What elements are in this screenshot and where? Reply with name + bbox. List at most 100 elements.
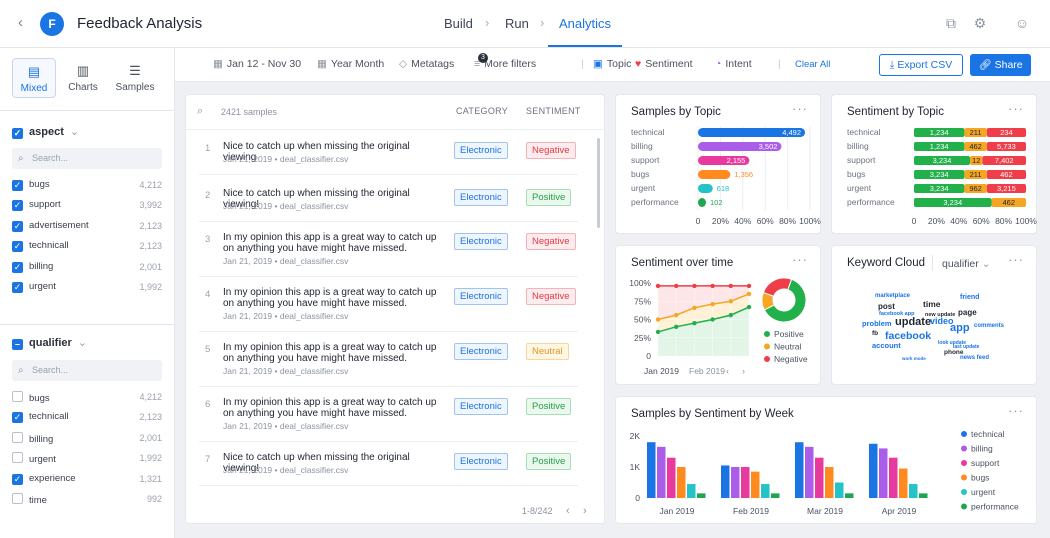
category-tag[interactable]: Electronic [454,142,508,159]
checkbox-empty-icon[interactable] [12,493,23,504]
checkbox-checked-icon[interactable]: ✓ [12,473,23,485]
settings-icon[interactable]: ⚙ [973,15,987,31]
column-header-category[interactable]: CATEGORY [456,106,509,116]
keyword[interactable]: app [950,322,970,334]
checkbox-checked-icon[interactable]: ✓ [12,282,23,293]
aspect-search-input[interactable]: ⌕ Search... [12,148,162,169]
filter-item[interactable]: ✓ billing 2,001 [12,261,162,277]
keyword[interactable]: update [895,316,932,328]
keyword[interactable]: facebook app [879,311,915,317]
more-options-icon[interactable]: ··· [1008,101,1024,116]
sentiment-tag[interactable]: Positive [526,453,572,470]
filter-item[interactable]: ✓ experience 1,321 [12,473,162,489]
checkbox-partial-icon[interactable]: – [12,339,23,350]
metatags-filter[interactable]: ◇ Metatags [399,58,455,70]
filter-item[interactable]: ✓ urgent 1,992 [12,281,162,297]
keyword[interactable]: last update [953,344,980,350]
keyword[interactable]: news feed [960,355,990,361]
share-button[interactable]: 🔗︎ Share [970,54,1031,76]
search-icon[interactable]: ⌕ [197,105,204,117]
sentiment-tag[interactable]: Negative [526,233,576,250]
column-header-sentiment[interactable]: SENTIMENT [526,106,581,116]
sentiment-filter[interactable]: ♥ Sentiment [635,58,693,70]
category-tag[interactable]: Electronic [454,288,508,305]
keyword[interactable]: work mode [902,356,926,361]
filter-item[interactable]: ✓ support 3,992 [12,199,162,215]
category-tag[interactable]: Electronic [454,233,508,250]
export-csv-button[interactable]: ⤓ Export CSV [879,54,963,76]
back-arrow-icon[interactable]: ‹ [18,14,23,31]
filter-item[interactable]: time 992 [12,493,162,509]
filter-item[interactable]: urgent 1,992 [12,452,162,468]
keyword[interactable]: problem [862,319,892,328]
next-page-icon[interactable]: › [583,505,587,517]
checkbox-checked-icon[interactable]: ✓ [12,180,23,191]
intent-filter[interactable]: ◔ Intent [715,58,752,70]
sentiment-tag[interactable]: Positive [526,189,572,206]
category-tag[interactable]: Electronic [454,398,508,415]
keyword[interactable]: comments [974,323,1005,329]
more-options-icon[interactable]: ··· [1008,403,1024,418]
topic-filter[interactable]: ▣ Topic [593,58,632,70]
keyword[interactable]: facebook [885,330,932,342]
filter-item[interactable]: bugs 4,212 [12,391,162,407]
sample-row[interactable]: 3 In my opinion this app is a great way t… [199,222,578,277]
keyword[interactable]: phone [944,349,964,356]
chevron-down-icon[interactable]: ⌄ [69,126,80,138]
keyword[interactable]: video [930,316,954,326]
copy-icon[interactable]: ⧉ [946,15,956,31]
filter-item[interactable]: ✓ advertisement 2,123 [12,220,162,236]
checkbox-checked-icon[interactable]: ✓ [12,241,23,253]
view-tab-charts[interactable]: ▥ Charts [61,58,105,98]
keyword[interactable]: page [958,308,977,317]
sample-row[interactable]: 6 In my opinion this app is a great way t… [199,387,578,442]
tab-run[interactable]: Run [505,16,529,31]
keyword[interactable]: fb [872,330,879,337]
chevron-down-icon[interactable]: ⌄ [77,337,88,349]
filter-item[interactable]: ✓ technicall 2,123 [12,411,162,427]
keyword[interactable]: friend [960,294,980,301]
user-icon[interactable]: ☺ [1014,15,1030,31]
checkbox-empty-icon[interactable] [12,452,23,464]
keyword[interactable]: time [923,299,941,309]
sentiment-tag[interactable]: Negative [526,142,576,159]
keyword[interactable]: account [872,341,901,350]
more-options-icon[interactable]: ··· [1008,252,1024,267]
checkbox-checked-icon[interactable]: ✓ [12,200,23,212]
sample-row[interactable]: 7 Nice to catch up when missing the origi… [199,442,578,486]
qualifier-group-header[interactable]: – qualifier ⌄ [12,336,87,350]
prev-page-icon[interactable]: ‹ [566,505,570,517]
checkbox-checked-icon[interactable]: ✓ [12,261,23,273]
keyword[interactable]: marketplace [875,293,911,299]
qualifier-dropdown[interactable]: qualifier ⌄ [942,258,991,270]
sentiment-tag[interactable]: Neutral [526,343,569,360]
tab-analytics[interactable]: Analytics [559,16,612,31]
category-tag[interactable]: Electronic [454,453,508,470]
checkbox-checked-icon[interactable]: ✓ [12,128,23,139]
category-tag[interactable]: Electronic [454,343,508,360]
filter-item[interactable]: ✓ bugs 4,212 [12,179,162,195]
clear-all-link[interactable]: Clear All [795,59,831,70]
checkbox-empty-icon[interactable] [12,431,23,443]
date-range-filter[interactable]: ▦ Jan 12 - Nov 30 [213,58,302,70]
keyword[interactable]: post [878,302,895,311]
sample-row[interactable]: 1 Nice to catch up when missing the origi… [199,131,578,175]
qualifier-search-input[interactable]: ⌕ Search... [12,360,162,381]
list-scrollbar[interactable] [597,138,600,228]
sentiment-tag[interactable]: Positive [526,398,572,415]
view-tab-samples[interactable]: ☰ Samples [113,58,157,98]
more-options-icon[interactable]: ··· [792,252,808,267]
aspect-group-header[interactable]: ✓ aspect ⌄ [12,126,80,139]
category-tag[interactable]: Electronic [454,189,508,206]
filter-item[interactable]: ✓ technicall 2,123 [12,240,162,256]
sample-row[interactable]: 4 In my opinion this app is a great way t… [199,277,578,332]
checkbox-checked-icon[interactable]: ✓ [12,412,23,424]
sentiment-tag[interactable]: Negative [526,288,576,305]
filter-item[interactable]: billing 2,001 [12,431,162,448]
keyword[interactable]: new update [925,312,956,318]
checkbox-empty-icon[interactable] [12,391,23,402]
more-filters-button[interactable]: ≡ More filters [474,58,537,70]
view-tab-mixed[interactable]: ▤ Mixed [12,58,56,98]
keyword[interactable]: look update [938,340,967,346]
more-options-icon[interactable]: ··· [792,101,808,116]
